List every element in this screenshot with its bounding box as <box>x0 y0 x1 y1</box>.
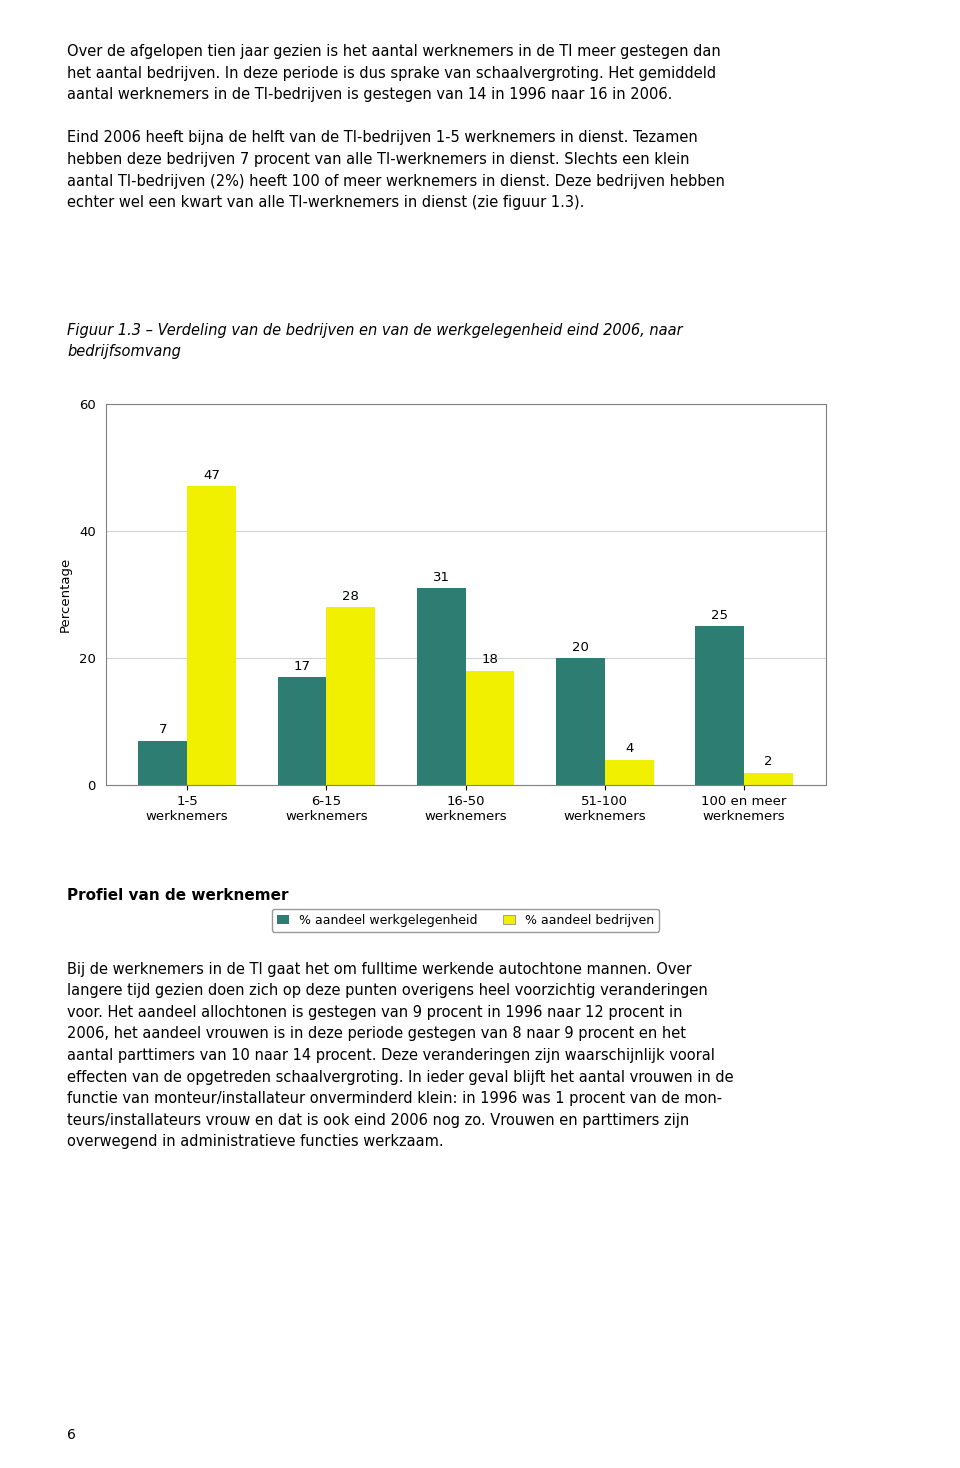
Text: 31: 31 <box>433 571 449 584</box>
Text: 18: 18 <box>482 653 498 666</box>
Bar <box>556 658 605 785</box>
Text: 6: 6 <box>67 1428 76 1442</box>
Bar <box>138 741 187 785</box>
Text: 47: 47 <box>203 468 220 482</box>
Text: 4: 4 <box>625 743 634 756</box>
Bar <box>277 677 326 785</box>
Text: Profiel van de werknemer: Profiel van de werknemer <box>67 888 289 903</box>
Y-axis label: Percentage: Percentage <box>60 556 72 633</box>
Text: 17: 17 <box>294 659 310 672</box>
Bar <box>326 608 375 785</box>
Bar <box>187 486 236 785</box>
Bar <box>605 760 654 785</box>
Text: Figuur 1.3 – Verdeling van de bedrijven en van de werkgelegenheid eind 2006, naa: Figuur 1.3 – Verdeling van de bedrijven … <box>67 323 683 360</box>
Text: 2: 2 <box>764 755 773 768</box>
Text: 20: 20 <box>572 640 588 653</box>
Bar <box>466 671 515 785</box>
Bar <box>695 627 744 785</box>
Text: 25: 25 <box>711 609 729 622</box>
Text: Bij de werknemers in de TI gaat het om fulltime werkende autochtone mannen. Over: Bij de werknemers in de TI gaat het om f… <box>67 962 733 1149</box>
Text: 28: 28 <box>343 590 359 603</box>
Text: Over de afgelopen tien jaar gezien is het aantal werknemers in de TI meer gesteg: Over de afgelopen tien jaar gezien is he… <box>67 44 725 210</box>
Bar <box>417 589 466 785</box>
Text: 7: 7 <box>158 724 167 737</box>
Legend: % aandeel werkgelegenheid, % aandeel bedrijven: % aandeel werkgelegenheid, % aandeel bed… <box>272 909 660 932</box>
Bar <box>744 772 793 785</box>
